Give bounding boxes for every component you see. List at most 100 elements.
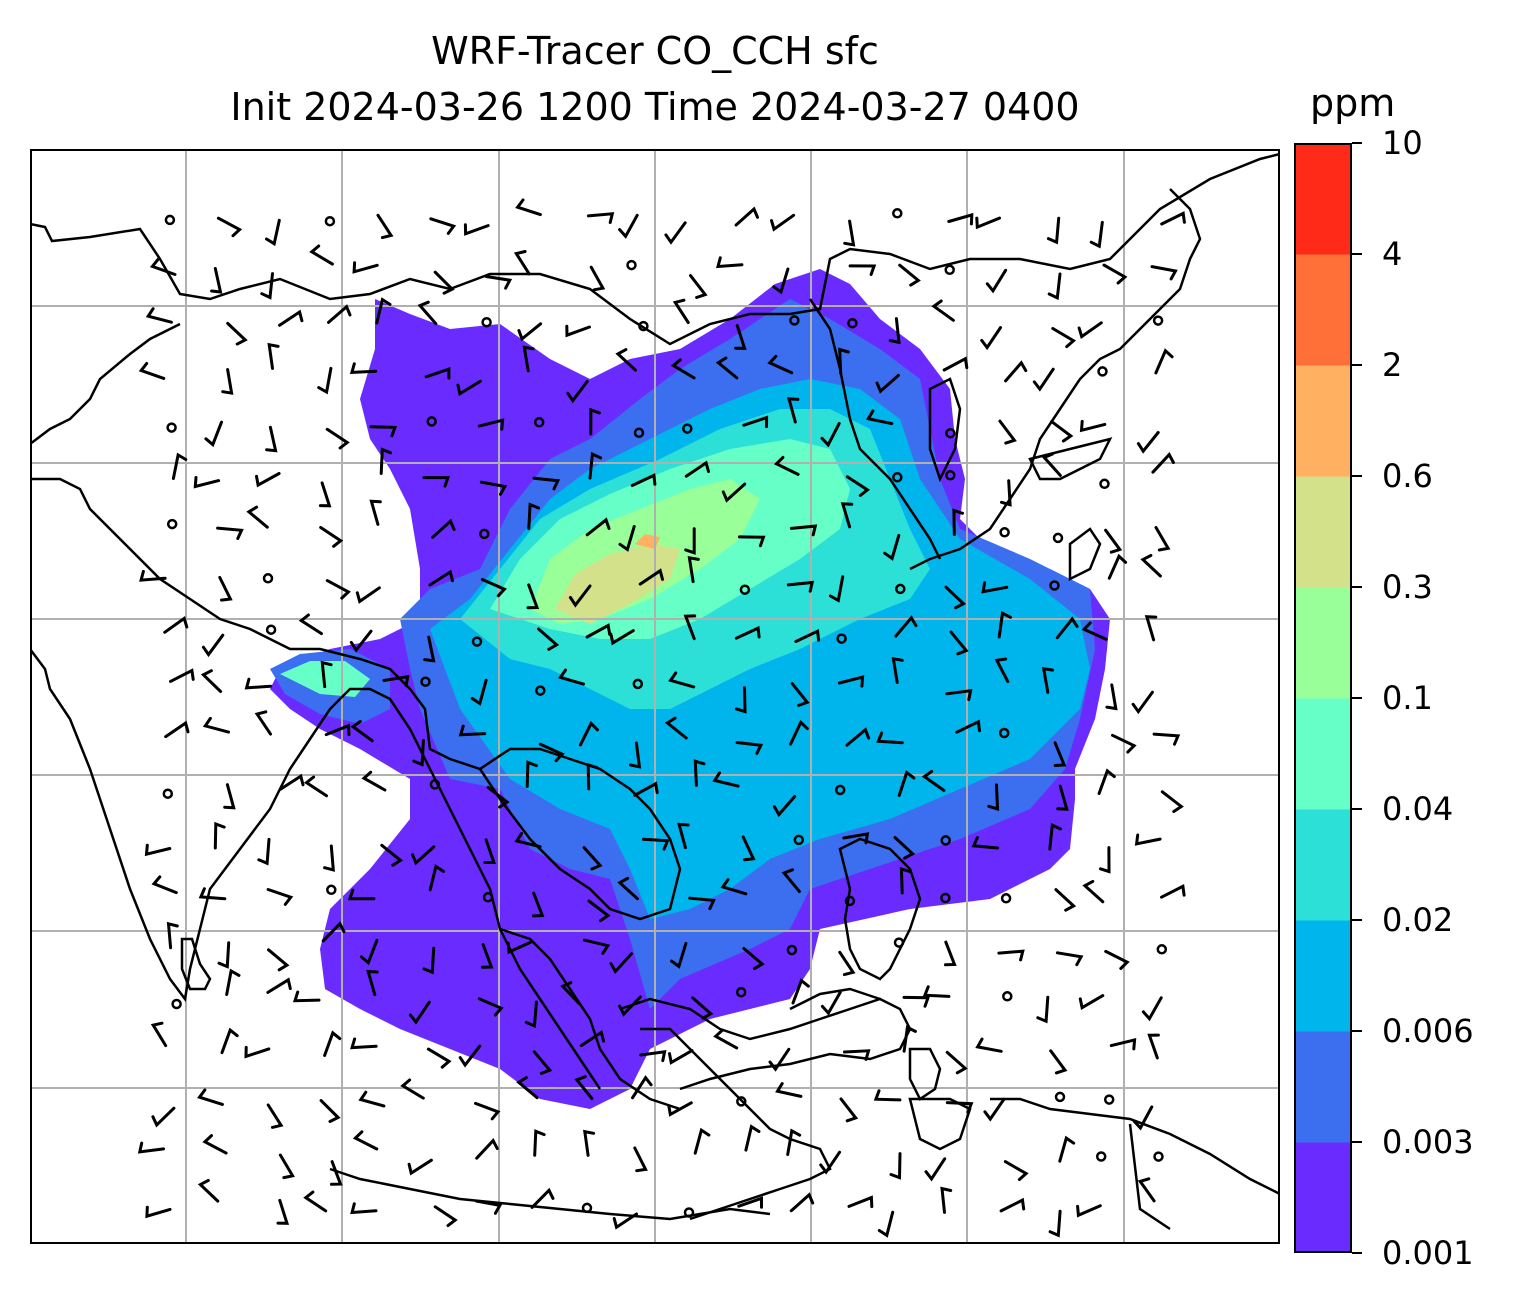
wind-barb [742,415,769,429]
wind-barb [638,568,664,586]
wind-barb [1053,741,1067,767]
calm-wind-marker [944,264,955,276]
wind-barb [633,1146,648,1173]
wind-barb [921,769,946,792]
colorbar-band [1294,143,1352,255]
wind-barb [1048,822,1062,851]
shade-band-7 [635,534,660,549]
wind-barb [585,517,611,537]
calm-wind-marker [535,685,546,696]
wind-barb [1076,1204,1102,1218]
wind-barb [560,981,581,1006]
wind-barb [244,677,273,690]
wind-barb [1077,321,1103,340]
wind-barb [355,586,381,604]
wind-barb [1131,690,1154,715]
colorbar-tick-label: 0.6 [1382,457,1433,495]
wind-barb [942,356,969,372]
wind-barb [589,265,606,292]
wind-barb [949,630,969,656]
map-title-line2: Init 2024-03-26 1200 Time 2024-03-27 040… [230,85,1080,129]
calm-wind-marker [1049,580,1060,591]
wind-barb [428,569,454,587]
calm-wind-marker [893,937,905,948]
wind-barb [532,1050,553,1075]
wind-barb [997,610,1012,639]
wind-barb [244,1045,271,1059]
wind-barb [945,688,973,702]
wind-barb [254,710,272,736]
wind-barb [790,682,810,707]
colorbar-band [1294,254,1352,366]
wind-barb [1104,528,1123,554]
wind-barb [670,941,688,969]
calm-wind-marker [682,423,693,434]
wind-barb [1058,1135,1076,1163]
wind-barb [193,476,221,489]
wind-barb [691,996,714,1020]
wind-barb [924,1157,947,1182]
wind-barb [975,1037,1003,1053]
wind-barb [922,985,951,998]
wind-barb [506,940,533,955]
wind-barb [223,783,236,810]
wind-barb [477,418,505,431]
wind-barb [164,720,190,739]
wind-barb [524,1000,538,1029]
calm-wind-marker [1103,1094,1115,1105]
colorbar-tick [1352,586,1362,588]
coastlines [30,149,1280,1244]
calm-wind-marker [1054,1091,1066,1103]
wind-barb [947,212,974,226]
wind-barb [266,1103,284,1129]
wind-barb [631,1075,653,1100]
wind-barb [278,1153,295,1180]
wind-barb [1054,888,1077,912]
wind-barb [483,838,497,864]
wind-barb [525,760,538,788]
wind-barb [265,425,278,453]
wind-barb [583,1129,596,1157]
wind-barb [369,499,382,526]
wind-barb [530,1187,555,1209]
wind-barb [838,950,856,977]
wind-barb [899,866,912,895]
shade-band-6 [555,544,680,624]
wind-barb [1032,367,1055,392]
wind-barb [742,947,765,971]
wind-barb [1134,833,1162,846]
wind-barb [668,671,696,689]
wind-barb [716,256,744,269]
wind-barb [330,1160,343,1186]
calm-wind-marker [892,472,903,483]
wind-barb [668,1049,694,1065]
wind-barb [586,762,599,791]
wind-barb [407,1158,433,1176]
colorbar-tick-label: 0.001 [1382,1234,1474,1272]
wind-barb [210,267,223,294]
wind-barb [145,1205,172,1219]
calm-wind-marker [736,1096,747,1107]
wind-barb [137,1141,166,1154]
wind-barb [586,212,615,224]
wind-barb [587,899,611,923]
wind-barb [737,1196,763,1209]
wind-barb [772,795,797,818]
wind-barb [952,508,964,536]
wind-barb [424,367,451,380]
calm-wind-marker [892,208,903,219]
wind-barb [169,668,195,683]
calm-wind-marker [638,320,649,332]
map-panel [30,149,1280,1244]
wind-barb [1111,733,1137,754]
wind-barb [533,1129,546,1157]
wind-barb [144,843,172,857]
wind-barb [617,876,639,901]
wind-barb [412,739,425,767]
wind-barb [1137,1177,1156,1203]
colorbar-tick-label: 2 [1382,346,1403,384]
wind-barb [484,275,513,290]
wind-barb [265,218,281,247]
map-title-line1: WRF-Tracer CO_CCH sfc [431,29,879,73]
wind-barb [200,669,223,693]
